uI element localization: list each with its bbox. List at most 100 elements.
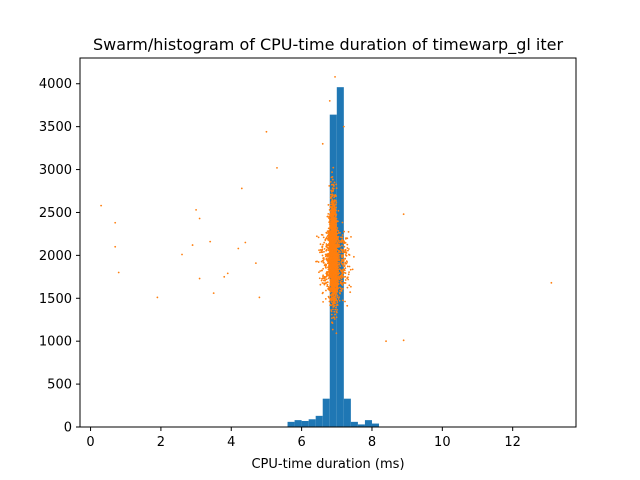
scatter-point bbox=[329, 181, 332, 183]
scatter-point bbox=[337, 263, 339, 266]
scatter-point bbox=[330, 313, 333, 316]
scatter-point bbox=[334, 308, 337, 311]
scatter-point bbox=[318, 271, 320, 274]
scatter-point bbox=[339, 289, 342, 292]
scatter-point bbox=[117, 271, 120, 274]
scatter-point bbox=[331, 294, 333, 297]
scatter-point bbox=[339, 276, 342, 279]
scatter-point bbox=[402, 213, 405, 216]
scatter-point bbox=[328, 233, 330, 236]
scatter-point bbox=[332, 279, 335, 282]
scatter-point bbox=[345, 262, 348, 265]
scatter-point bbox=[331, 254, 333, 257]
histogram-bar bbox=[336, 87, 344, 427]
scatter-point bbox=[331, 198, 334, 201]
scatter-point bbox=[321, 248, 324, 251]
scatter-point bbox=[334, 209, 337, 212]
scatter-point bbox=[237, 247, 240, 250]
scatter-point bbox=[333, 316, 335, 319]
scatter-point bbox=[336, 227, 339, 229]
scatter-point bbox=[339, 287, 342, 290]
scatter-point bbox=[329, 273, 332, 276]
scatter-point bbox=[326, 246, 329, 249]
scatter-point bbox=[334, 276, 337, 279]
scatter-point bbox=[347, 273, 350, 276]
scatter-point bbox=[265, 130, 268, 133]
scatter-point bbox=[330, 183, 333, 186]
scatter-point bbox=[212, 292, 215, 295]
scatter-point bbox=[331, 208, 334, 211]
scatter-point bbox=[348, 271, 350, 274]
scatter-point bbox=[333, 310, 336, 313]
scatter-point bbox=[336, 294, 339, 297]
scatter-point bbox=[321, 245, 324, 248]
scatter-point bbox=[332, 296, 335, 298]
scatter-point bbox=[333, 300, 336, 303]
scatter-point bbox=[337, 220, 339, 223]
scatter-point bbox=[345, 254, 348, 257]
scatter-point bbox=[338, 251, 340, 254]
scatter-point bbox=[223, 275, 226, 278]
scatter-point bbox=[346, 304, 349, 307]
scatter-point bbox=[341, 284, 344, 286]
scatter-point bbox=[329, 257, 332, 260]
scatter-point bbox=[335, 316, 338, 319]
scatter-point bbox=[342, 281, 345, 284]
scatter-point bbox=[328, 259, 331, 261]
scatter-point bbox=[341, 244, 343, 247]
scatter-point bbox=[333, 222, 335, 224]
scatter-point bbox=[338, 256, 341, 258]
scatter-point bbox=[336, 283, 339, 286]
scatter-point bbox=[330, 298, 333, 300]
scatter-point bbox=[343, 230, 345, 233]
scatter-point bbox=[335, 221, 337, 224]
scatter-point bbox=[339, 265, 342, 268]
scatter-point bbox=[337, 238, 339, 241]
scatter-point bbox=[326, 215, 329, 218]
scatter-point bbox=[333, 248, 336, 251]
scatter-point bbox=[336, 296, 339, 299]
histogram-bar bbox=[357, 424, 365, 427]
scatter-point bbox=[331, 288, 334, 291]
scatter-point bbox=[328, 269, 331, 272]
scatter-point bbox=[328, 215, 331, 218]
scatter-point bbox=[325, 258, 328, 261]
scatter-point bbox=[330, 211, 333, 214]
scatter-point bbox=[349, 291, 352, 294]
scatter-point bbox=[324, 276, 327, 279]
scatter-point bbox=[332, 242, 334, 244]
scatter-point bbox=[347, 230, 350, 233]
scatter-point bbox=[258, 296, 261, 299]
scatter-point bbox=[336, 278, 339, 280]
scatter-point bbox=[333, 291, 336, 293]
y-tick-label: 3000 bbox=[39, 163, 72, 178]
scatter-point bbox=[344, 267, 347, 270]
scatter-point bbox=[341, 270, 344, 273]
scatter-point bbox=[319, 270, 322, 272]
scatter-point bbox=[325, 249, 328, 252]
scatter-point bbox=[332, 204, 335, 207]
scatter-point bbox=[341, 254, 344, 256]
scatter-point bbox=[334, 293, 337, 296]
scatter-point bbox=[330, 240, 333, 243]
scatter-point bbox=[329, 303, 332, 306]
scatter-point bbox=[347, 248, 350, 250]
scatter-point bbox=[340, 241, 343, 244]
x-tick-label: 2 bbox=[157, 435, 165, 450]
scatter-point bbox=[322, 261, 325, 264]
scatter-point bbox=[348, 253, 350, 256]
scatter-point bbox=[332, 298, 334, 301]
scatter-point bbox=[337, 235, 340, 238]
scatter-point bbox=[341, 276, 344, 278]
scatter-point bbox=[346, 286, 349, 289]
histogram-bar bbox=[343, 398, 351, 427]
scatter-point bbox=[322, 236, 325, 239]
scatter-point bbox=[339, 282, 342, 285]
scatter-point bbox=[335, 288, 338, 290]
scatter-point bbox=[332, 183, 335, 186]
scatter-point bbox=[346, 276, 349, 279]
scatter-point bbox=[338, 268, 341, 270]
scatter-point bbox=[331, 292, 334, 295]
scatter-point bbox=[344, 279, 347, 281]
scatter-point bbox=[338, 241, 341, 244]
